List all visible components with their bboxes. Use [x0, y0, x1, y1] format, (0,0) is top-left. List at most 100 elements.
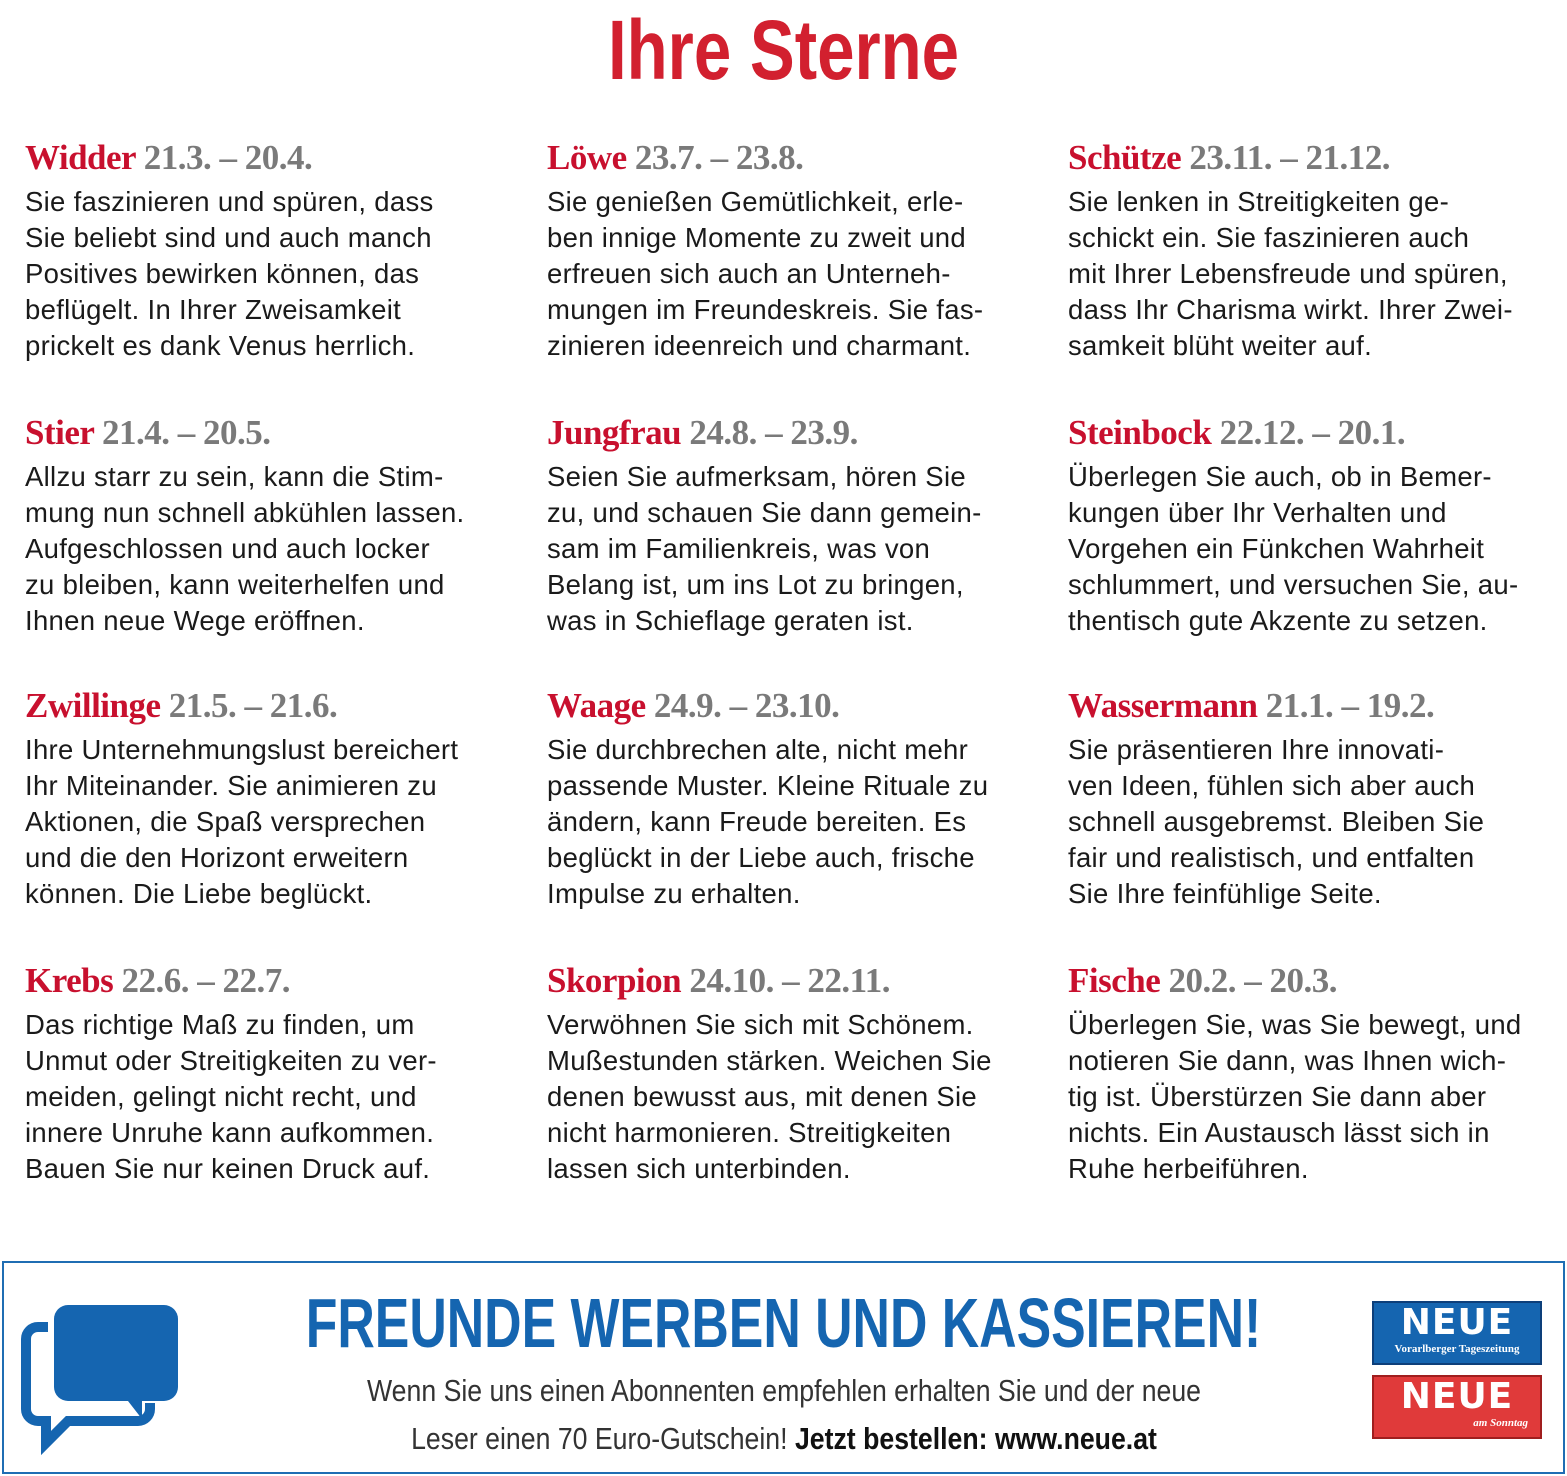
sign-text: Sie beliebt sind und auch manch	[25, 222, 432, 253]
sign-dates: 20.2. – 20.3.	[1168, 961, 1338, 1000]
sign-name: Jungfrau	[547, 413, 682, 452]
sign-name: Steinbock	[1068, 413, 1212, 452]
sign-text: tig ist. Überstürzen Sie dann aber	[1068, 1081, 1487, 1112]
ad-cta: Jetzt bestellen: www.neue.at	[794, 1421, 1157, 1456]
logo-sub: Vorarlberger Tageszeitung	[1394, 1343, 1520, 1355]
sign-text: mungen im Freundeskreis. Sie fas-	[547, 294, 984, 325]
sign-entry: Krebs 22.6. – 22.7. Das richtige Maß zu f…	[25, 961, 535, 1187]
sign-text: Ihr Miteinander. Sie animieren zu	[25, 770, 437, 801]
sign-text: schlummert, und versuchen Sie, au-	[1068, 569, 1519, 600]
sign-heading: Waage 24.9. – 23.10.	[547, 686, 1057, 732]
sign-dates: 24.9. – 23.10.	[653, 686, 840, 725]
sign-dates: 21.4. – 20.5.	[102, 413, 271, 452]
sign-heading: Zwillinge 21.5. – 21.6.	[25, 686, 535, 732]
sign-text: sam im Familienkreis, was von	[547, 533, 931, 564]
sign-text: passende Muster. Kleine Rituale zu	[547, 770, 989, 801]
logo-name: NEUE	[1400, 1302, 1514, 1343]
sign-heading: Wassermann 21.1. – 19.2.	[1068, 686, 1567, 732]
sign-text: und die den Horizont erweitern	[25, 842, 409, 873]
sign-text: Verwöhnen Sie sich mit Schönem.	[547, 1009, 974, 1040]
sign-name: Krebs	[25, 961, 114, 1000]
sign-name: Widder	[25, 138, 136, 177]
sign-text: Sie präsentieren Ihre innovati-	[1068, 734, 1445, 765]
sign-dates: 24.8. – 23.9.	[689, 413, 858, 452]
logo: NEUE Vorarlberger Tageszeitung	[1372, 1301, 1542, 1365]
sign-text: beglückt in der Liebe auch, frische	[547, 842, 975, 873]
sign-heading: Schütze 23.11. – 21.12.	[1068, 138, 1567, 184]
sign-name: Zwillinge	[25, 686, 161, 725]
sign-text: Sie lenken in Streitigkeiten ge-	[1068, 186, 1450, 217]
sign-text: Überlegen Sie, was Sie bewegt, und	[1068, 1009, 1522, 1040]
ad-text: Wenn Sie uns einen Abonnenten empfehlen …	[366, 1373, 1202, 1408]
sign-text: Aktionen, die Spaß versprechen	[25, 806, 426, 837]
sign-heading: Jungfrau 24.8. – 23.9.	[547, 413, 1057, 459]
sign-text: Bauen Sie nur keinen Druck auf.	[25, 1153, 431, 1184]
sign-entry: Jungfrau 24.8. – 23.9. Seien Sie aufmerks…	[547, 413, 1057, 639]
sign-text: Unmut oder Streitigkeiten zu ver-	[25, 1045, 437, 1076]
sign-entry: Waage 24.9. – 23.10. Sie durchbrechen alt…	[547, 686, 1057, 912]
sign-name: Schütze	[1068, 138, 1182, 177]
sign-name: Wassermann	[1068, 686, 1258, 725]
sign-heading: Stier 21.4. – 20.5.	[25, 413, 535, 459]
sign-text: lassen sich unterbinden.	[547, 1153, 851, 1184]
sign-text: innere Unruhe kann aufkommen.	[25, 1117, 435, 1148]
sign-entry: Skorpion 24.10. – 22.11. Verwöhnen Sie si…	[547, 961, 1057, 1187]
sign-text: ändern, kann Freude bereiten. Es	[547, 806, 967, 837]
sign-text: zu bleiben, kann weiterhelfen und	[25, 569, 445, 600]
sign-text: notieren Sie dann, was Ihnen wich-	[1068, 1045, 1507, 1076]
sign-text: ben innige Momente zu zweit und	[547, 222, 966, 253]
sign-name: Löwe	[547, 138, 627, 177]
sign-entry: Löwe 23.7. – 23.8. Sie genießen Gemütlich…	[547, 138, 1057, 364]
sign-text: Vorgehen ein Fünkchen Wahrheit	[1068, 533, 1485, 564]
ad-box: FREUNDE WERBEN UND KASSIEREN! Wenn Sie u…	[2, 1261, 1565, 1474]
sign-text: Positives bewirken können, das	[25, 258, 420, 289]
sign-text: dass Ihr Charisma wirkt. Ihrer Zwei-	[1068, 294, 1513, 325]
sign-heading: Fische 20.2. – 20.3.	[1068, 961, 1567, 1007]
sign-text: Ihre Unternehmungslust bereichert	[25, 734, 459, 765]
sign-text: nicht harmonieren. Streitigkeiten	[547, 1117, 952, 1148]
sign-heading: Löwe 23.7. – 23.8.	[547, 138, 1057, 184]
sign-text: zu, und schauen Sie dann gemein-	[547, 497, 982, 528]
sign-entry: Stier 21.4. – 20.5. Allzu starr zu sein, …	[25, 413, 535, 639]
sign-text: kungen über Ihr Verhalten und	[1068, 497, 1447, 528]
sign-dates: 23.7. – 23.8.	[634, 138, 804, 177]
sign-entry: Fische 20.2. – 20.3. Überlegen Sie, was S…	[1068, 961, 1567, 1187]
sign-entry: Schütze 23.11. – 21.12. Sie lenken in Str…	[1068, 138, 1567, 364]
sign-text: Aufgeschlossen und auch locker	[25, 533, 430, 564]
ad-text: Leser einen 70 Euro-Gutschein!	[411, 1421, 788, 1456]
sign-text: meiden, gelingt nicht recht, und	[25, 1081, 417, 1112]
sign-text: Mußestunden stärken. Weichen Sie	[547, 1045, 992, 1076]
sign-dates: 23.11. – 21.12.	[1189, 138, 1390, 177]
sign-text: fair und realistisch, und entfalten	[1068, 842, 1475, 873]
sign-text: was in Schieflage geraten ist.	[547, 605, 914, 636]
sign-text: erfreuen sich auch an Unterneh-	[547, 258, 951, 289]
sign-text: mung nun schnell abkühlen lassen.	[25, 497, 465, 528]
sign-dates: 24.10. – 22.11.	[689, 961, 890, 1000]
sign-text: ven Ideen, fühlen sich aber auch	[1068, 770, 1476, 801]
sign-text: Sie faszinieren und spüren, dass	[25, 186, 434, 217]
sign-text: Das richtige Maß zu finden, um	[25, 1009, 415, 1040]
sign-text: Belang ist, um ins Lot zu bringen,	[547, 569, 964, 600]
sign-text: Sie Ihre feinfühlige Seite.	[1068, 878, 1382, 909]
sign-entry: Zwillinge 21.5. – 21.6. Ihre Unternehmung…	[25, 686, 535, 912]
sign-text: zinieren ideenreich und charmant.	[547, 330, 972, 361]
sign-text: Impulse zu erhalten.	[547, 878, 801, 909]
sign-text: Allzu starr zu sein, kann die Stim-	[25, 461, 444, 492]
logo: NEUE am Sonntag	[1372, 1375, 1542, 1439]
sign-entry: Widder 21.3. – 20.4. Sie faszinieren und …	[25, 138, 535, 364]
sign-text: Seien Sie aufmerksam, hören Sie	[547, 461, 966, 492]
logo-sub: am Sonntag	[1473, 1417, 1528, 1429]
chat-icon	[21, 1305, 178, 1456]
sign-heading: Krebs 22.6. – 22.7.	[25, 961, 535, 1007]
sign-text: prickelt es dank Venus herrlich.	[25, 330, 416, 361]
sign-dates: 21.1. – 19.2.	[1265, 686, 1435, 725]
sign-text: mit Ihrer Lebensfreude und spüren,	[1068, 258, 1508, 289]
sign-text: schickt ein. Sie faszinieren auch	[1068, 222, 1470, 253]
sign-entry: Steinbock 22.12. – 20.1. Überlegen Sie au…	[1068, 413, 1567, 639]
sign-text: thentisch gute Akzente zu setzen.	[1068, 605, 1488, 636]
sign-text: schnell ausgebremst. Bleiben Sie	[1068, 806, 1485, 837]
sign-heading: Skorpion 24.10. – 22.11.	[547, 961, 1057, 1007]
sign-text: Ihnen neue Wege eröffnen.	[25, 605, 365, 636]
sign-heading: Widder 21.3. – 20.4.	[25, 138, 535, 184]
